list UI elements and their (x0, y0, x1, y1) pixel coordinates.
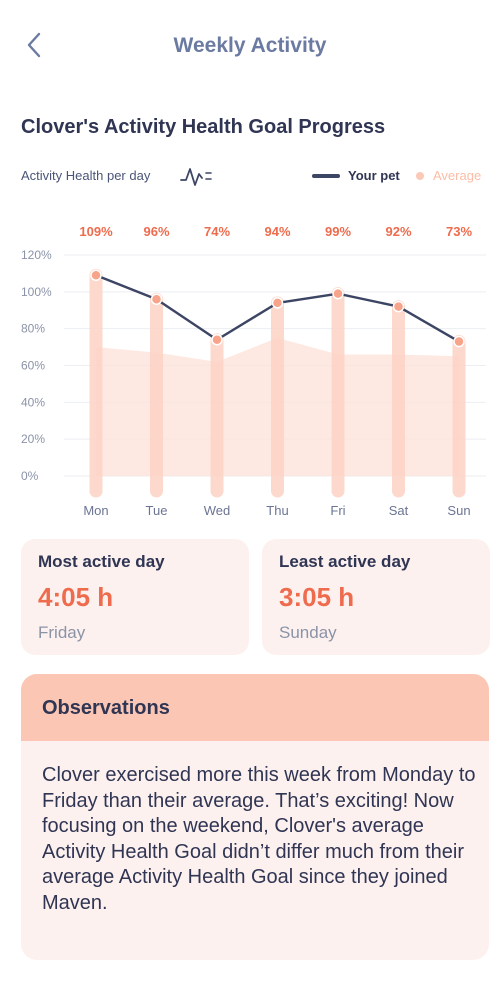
value-label: 96% (143, 224, 169, 239)
value-label: 99% (325, 224, 351, 239)
most-active-title: Most active day (38, 552, 165, 571)
most-active-value: 4:05 h (38, 582, 114, 612)
legend-average-marker (416, 172, 424, 180)
section-title: Clover's Activity Health Goal Progress (21, 116, 386, 138)
y-tick-label: 60% (21, 359, 45, 373)
least-active-day: Sunday (279, 623, 337, 642)
app-header: Weekly Activity (0, 0, 500, 92)
observations-card: Observations Clover exercised more this … (21, 674, 489, 960)
data-point (332, 287, 344, 300)
legend-pet-label: Your pet (348, 168, 400, 183)
data-point (271, 297, 284, 309)
x-tick-label: Mon (83, 503, 108, 518)
data-point (211, 333, 223, 346)
data-point (90, 269, 102, 282)
x-tick-label: Tue (146, 503, 168, 518)
activity-chart: 0% 20% 40% 60% 80% 100% 120% 109% 96% 74% 94% 99% 92… (21, 224, 486, 518)
x-tick-label: Thu (266, 503, 288, 518)
y-tick-label: 80% (21, 322, 45, 336)
legend-average-label: Average (433, 168, 482, 183)
x-tick-label: Wed (204, 503, 231, 518)
value-label: 109% (79, 224, 113, 239)
least-active-value: 3:05 h (279, 582, 355, 612)
y-tick-label: 120% (21, 248, 52, 262)
most-active-day: Friday (38, 623, 86, 642)
x-tick-label: Fri (330, 503, 345, 518)
value-label: 74% (204, 224, 230, 239)
data-point (150, 293, 163, 305)
chevron-left-icon (27, 32, 41, 58)
observations-header: Observations (21, 674, 489, 741)
legend-pet-marker (312, 174, 340, 178)
y-tick-label: 40% (21, 395, 45, 409)
y-tick-label: 0% (21, 469, 39, 483)
least-active-card: Least active day 3:05 h Sunday (262, 539, 490, 655)
data-point (392, 300, 405, 313)
observations-text: Clover exercised more this week from Mon… (42, 764, 476, 914)
x-tick-label: Sun (447, 503, 470, 518)
y-tick-label: 20% (21, 432, 45, 446)
data-point (453, 335, 465, 348)
value-label: 92% (385, 224, 411, 239)
page-title: Weekly Activity (173, 34, 327, 57)
metric-label: Activity Health per day (21, 168, 151, 183)
value-label: 73% (446, 224, 472, 239)
least-active-title: Least active day (279, 552, 411, 571)
most-active-card: Most active day 4:05 h Friday (21, 539, 249, 655)
observations-title: Observations (42, 697, 170, 719)
back-button[interactable] (22, 28, 50, 62)
x-tick-label: Sat (389, 503, 409, 518)
value-label: 94% (264, 224, 290, 239)
pulse-icon (180, 168, 212, 186)
y-tick-label: 100% (21, 285, 52, 299)
